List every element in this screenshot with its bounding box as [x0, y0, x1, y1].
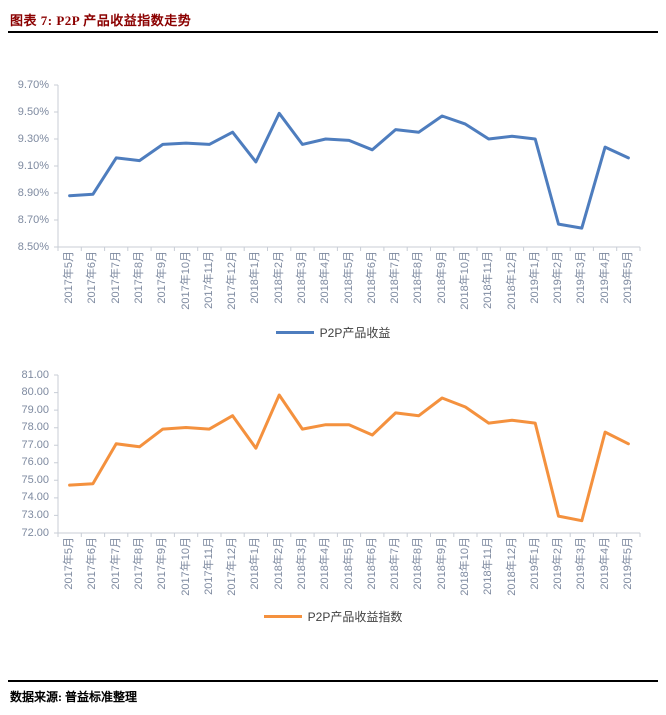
y-tick-label: 79.00 [21, 403, 49, 416]
x-category-label: 2018年9月 [435, 251, 448, 304]
x-category-label: 2019年4月 [598, 251, 611, 304]
x-category-label: 2018年5月 [342, 251, 355, 304]
x-category-label: 2018年12月 [505, 251, 518, 310]
x-category-label: 2018年3月 [295, 537, 308, 590]
y-tick-label: 9.30% [17, 132, 49, 145]
x-category-label: 2018年11月 [482, 537, 495, 595]
x-category-label: 2017年7月 [109, 537, 122, 590]
top-chart-axes [54, 84, 641, 251]
x-category-label: 2017年11月 [202, 251, 215, 309]
x-category-label: 2017年5月 [63, 537, 76, 590]
title-divider-line [8, 31, 658, 33]
x-category-label: 2017年6月 [86, 537, 99, 590]
x-category-label: 2019年3月 [575, 537, 588, 590]
x-category-label: 2019年1月 [528, 537, 541, 590]
x-category-label: 2018年7月 [389, 537, 402, 590]
y-tick-label: 73.00 [21, 508, 49, 521]
x-category-label: 2018年1月 [249, 251, 262, 304]
x-category-label: 2018年7月 [389, 251, 402, 304]
y-tick-label: 81.00 [21, 368, 49, 381]
x-category-label: 2018年8月 [412, 537, 425, 590]
x-category-label: 2017年5月 [63, 251, 76, 304]
x-category-label: 2017年8月 [133, 251, 145, 304]
x-category-label: 2018年3月 [295, 251, 308, 304]
top-chart-data-line [68, 111, 630, 230]
y-tick-label: 78.00 [21, 421, 49, 434]
x-category-label: 2018年12月 [505, 537, 518, 596]
x-category-label: 2017年8月 [133, 537, 145, 590]
x-category-label: 2019年2月 [552, 537, 564, 590]
x-category-label: 2018年9月 [435, 537, 448, 590]
y-tick-label: 9.50% [17, 105, 49, 118]
y-tick-label: 72.00 [21, 526, 49, 539]
x-category-label: 2018年4月 [319, 251, 332, 304]
x-category-label: 2017年12月 [226, 537, 239, 596]
y-tick-label: 8.70% [17, 213, 49, 226]
y-tick-label: 9.10% [17, 159, 49, 172]
x-category-label: 2017年6月 [86, 251, 99, 304]
x-category-label: 2017年10月 [179, 537, 192, 596]
x-category-label: 2017年12月 [226, 251, 239, 310]
y-tick-label: 74.00 [21, 491, 49, 504]
x-category-label: 2017年10月 [179, 251, 192, 310]
bottom-chart-legend: P2P产品收益指数 [0, 608, 666, 625]
data-source-note: 数据来源: 普益标准整理 [10, 690, 137, 704]
x-category-label: 2018年6月 [365, 537, 378, 590]
x-category-label: 2018年2月 [272, 537, 285, 590]
x-category-label: 2018年11月 [482, 251, 495, 309]
y-tick-label: 76.00 [21, 456, 49, 469]
x-category-label: 2018年2月 [272, 251, 285, 304]
x-category-label: 2017年9月 [156, 251, 169, 304]
y-tick-label: 9.70% [17, 78, 49, 91]
bottom-chart-legend-label: P2P产品收益指数 [307, 610, 403, 624]
top-chart-legend-label: P2P产品收益 [319, 326, 391, 340]
x-category-label: 2018年8月 [412, 251, 425, 304]
y-tick-label: 80.00 [21, 386, 49, 399]
footer-divider-line [8, 680, 658, 682]
figure-title: 图表 7: P2P 产品收益指数走势 [10, 13, 192, 28]
x-category-label: 2019年3月 [575, 251, 588, 304]
x-category-label: 2017年9月 [156, 537, 169, 590]
x-category-label: 2019年1月 [528, 251, 541, 304]
blue-line-legend-marker [275, 331, 314, 334]
x-category-label: 2018年5月 [342, 537, 355, 590]
y-tick-label: 8.50% [17, 240, 49, 253]
bottom-chart-data-line [68, 393, 630, 523]
x-category-label: 2017年7月 [109, 251, 122, 304]
x-category-label: 2018年6月 [365, 251, 378, 304]
bottom-chart-axes [54, 374, 641, 537]
x-category-label: 2019年4月 [598, 537, 611, 590]
x-category-label: 2019年5月 [621, 251, 634, 304]
x-category-label: 2018年10月 [458, 537, 471, 596]
y-tick-label: 8.90% [17, 186, 49, 199]
y-tick-label: 75.00 [21, 473, 49, 486]
x-category-label: 2019年5月 [621, 537, 634, 590]
x-category-label: 2018年4月 [319, 537, 332, 590]
top-chart-legend: P2P产品收益 [0, 324, 666, 341]
y-tick-label: 77.00 [21, 438, 49, 451]
x-category-label: 2017年11月 [202, 537, 215, 595]
orange-line-legend-marker [263, 615, 302, 618]
x-category-label: 2018年10月 [458, 251, 471, 310]
x-category-label: 2019年2月 [552, 251, 564, 304]
x-category-label: 2018年1月 [249, 537, 262, 590]
